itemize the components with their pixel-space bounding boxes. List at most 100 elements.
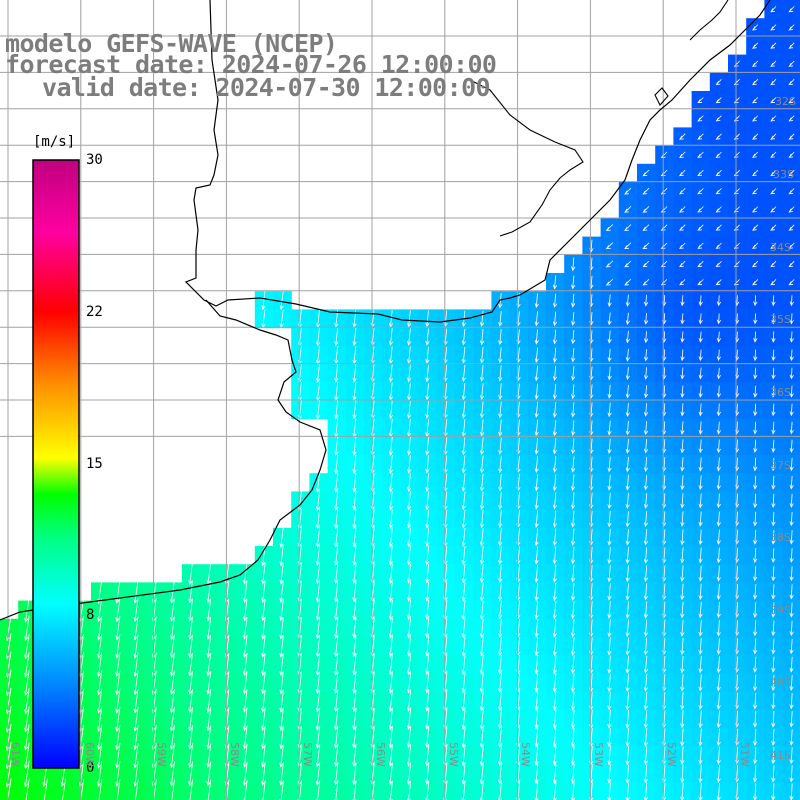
wind-arrow	[388, 545, 393, 566]
wind-arrow	[698, 421, 703, 435]
wind-arrow	[534, 709, 539, 730]
wind-arrow	[334, 581, 339, 603]
colorbar-frame	[32, 159, 80, 769]
wind-arrow	[607, 673, 612, 693]
wind-arrow	[753, 747, 758, 765]
wind-arrow	[789, 385, 794, 398]
wind-arrow	[552, 763, 557, 785]
wind-arrow	[115, 579, 121, 604]
wind-arrow	[388, 708, 393, 731]
wind-arrow	[753, 674, 758, 692]
wind-arrow	[279, 780, 284, 800]
lon-label-61w: 61W	[9, 742, 22, 767]
wind-arrow	[334, 599, 339, 621]
wind-arrow	[498, 491, 503, 510]
wind-arrow	[479, 636, 485, 657]
wind-arrow	[534, 546, 539, 565]
wind-arrow	[680, 385, 685, 399]
wind-arrow	[133, 761, 139, 787]
lon-label-60w: 60W	[83, 742, 96, 767]
wind-arrow	[498, 383, 503, 401]
wind-arrow	[716, 439, 721, 454]
wind-arrow	[552, 456, 558, 473]
wind-arrow	[498, 672, 503, 693]
wind-arrow	[680, 619, 685, 637]
wind-arrow	[479, 600, 485, 620]
wind-arrow	[388, 491, 394, 511]
wind-arrow	[461, 745, 466, 767]
wind-arrow	[461, 726, 466, 749]
wind-arrow	[625, 366, 630, 381]
wind-arrow	[607, 474, 612, 491]
wind-arrow	[170, 688, 175, 714]
wind-arrow	[334, 454, 339, 475]
wind-arrow	[407, 599, 412, 621]
wind-arrow	[170, 670, 175, 696]
wind-arrow	[407, 473, 412, 493]
wind-arrow	[570, 601, 576, 620]
wind-arrow	[715, 133, 722, 140]
wind-arrow	[498, 636, 503, 657]
wind-arrow	[388, 654, 393, 676]
wind-arrow	[24, 669, 30, 696]
wind-arrow	[716, 295, 722, 307]
wind-arrow	[771, 620, 776, 637]
wind-arrow	[425, 437, 430, 456]
wind-speed-cell	[637, 200, 656, 219]
wind-arrow	[752, 151, 759, 158]
wind-arrow	[352, 708, 357, 731]
wind-speed-cell	[600, 218, 620, 238]
wind-speed-cell	[691, 182, 711, 201]
wind-arrow	[261, 689, 266, 713]
wind-arrow	[206, 689, 212, 714]
wind-arrow	[534, 673, 539, 693]
wind-arrow	[570, 691, 576, 711]
wind-arrow	[607, 727, 612, 748]
lon-label-58w: 58W	[228, 742, 241, 767]
wind-speed-cell	[618, 254, 638, 274]
wind-arrow	[388, 454, 394, 475]
wind-arrow	[97, 706, 103, 733]
wind-arrow	[461, 491, 466, 511]
wind-arrow	[552, 510, 557, 528]
wind-arrow	[625, 746, 630, 766]
wind-arrow	[534, 763, 539, 785]
wind-arrow	[788, 133, 795, 140]
wind-arrow	[643, 421, 649, 436]
wind-arrow	[316, 327, 321, 347]
wind-arrow	[425, 744, 430, 767]
wind-arrow	[771, 692, 776, 710]
wind-arrow	[625, 294, 630, 307]
wind-arrow	[571, 366, 576, 381]
wind-arrow	[643, 439, 649, 454]
wind-arrow	[279, 291, 284, 311]
wind-arrow	[698, 529, 703, 546]
wind-arrow	[789, 548, 794, 563]
wind-arrow	[534, 329, 539, 345]
wind-arrow	[334, 545, 339, 566]
wind-arrow	[534, 365, 539, 382]
wind-arrow	[643, 403, 649, 417]
wind-arrow	[697, 133, 704, 140]
wind-arrow	[498, 365, 503, 382]
wind-arrow	[334, 563, 339, 585]
wind-arrow	[461, 437, 466, 456]
wind-arrow	[716, 385, 722, 398]
wind-arrow	[679, 188, 686, 195]
wind-arrow	[480, 310, 485, 327]
wind-speed-cell	[655, 163, 674, 183]
wind-arrow	[552, 365, 558, 382]
wind-arrow	[334, 327, 339, 347]
wind-speed-cell	[746, 218, 765, 238]
wind-arrow	[334, 490, 339, 512]
wind-arrow	[115, 670, 121, 696]
wind-arrow	[771, 367, 776, 380]
wind-arrow	[625, 474, 630, 491]
wind-arrow	[716, 493, 721, 509]
wind-arrow	[789, 602, 794, 618]
wind-arrow	[753, 656, 758, 673]
wind-arrow	[534, 401, 539, 418]
wind-arrow	[698, 656, 703, 674]
wind-arrow	[334, 762, 339, 786]
